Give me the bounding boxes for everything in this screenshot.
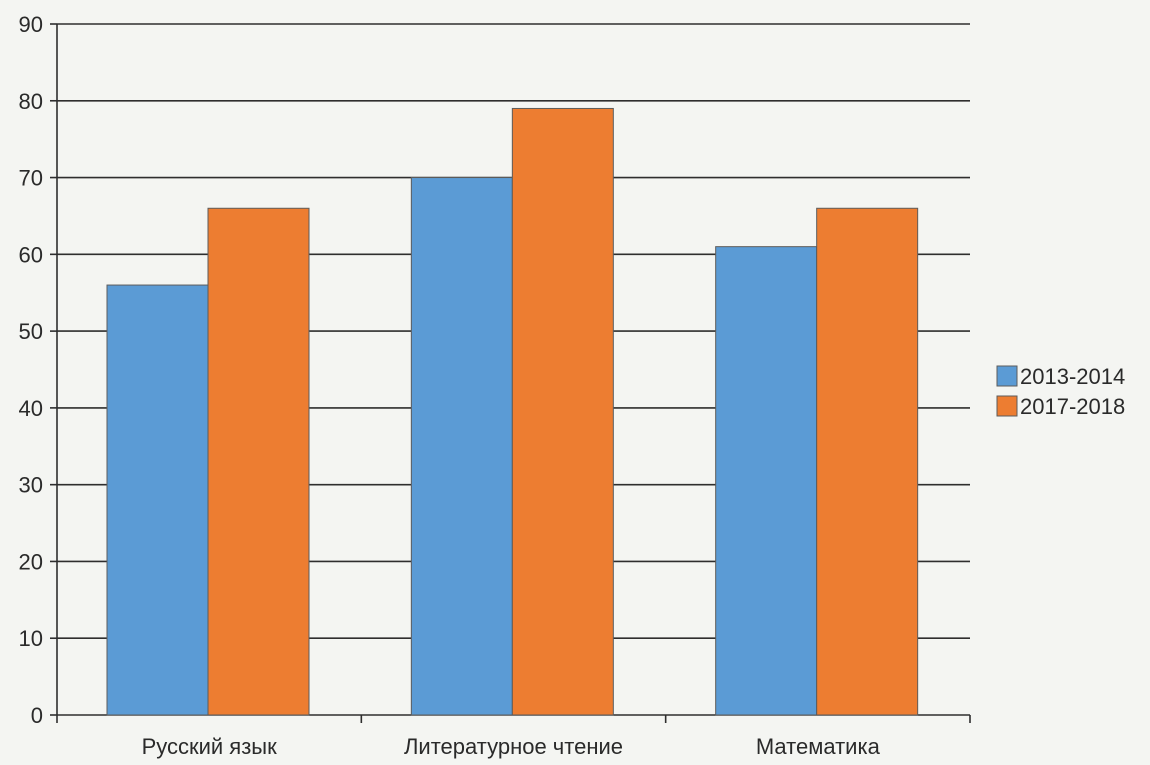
x-category-label: Русский язык <box>142 734 278 759</box>
y-tick-label: 0 <box>31 703 43 728</box>
legend-swatch <box>996 365 1018 387</box>
y-tick-label: 70 <box>19 166 43 191</box>
bar-2013-2014-Математика <box>715 246 818 716</box>
y-tick-label: 40 <box>19 396 43 421</box>
bar-2017-2018-Математика <box>816 207 919 716</box>
bar-2013-2014-Литературное чтение <box>410 177 513 716</box>
legend-swatch <box>996 395 1018 417</box>
legend-label: 2013-2014 <box>1020 364 1125 389</box>
bar-2013-2014-Русский язык <box>106 284 209 716</box>
y-tick-label: 10 <box>19 626 43 651</box>
y-tick-label: 50 <box>19 319 43 344</box>
y-tick-label: 90 <box>19 12 43 37</box>
y-tick-label: 20 <box>19 549 43 574</box>
y-tick-label: 60 <box>19 242 43 267</box>
x-category-label: Литературное чтение <box>404 734 623 759</box>
y-tick-label: 80 <box>19 89 43 114</box>
bar-2017-2018-Русский язык <box>207 207 310 716</box>
bar-2017-2018-Литературное чтение <box>511 107 614 716</box>
legend-label: 2017-2018 <box>1020 394 1125 419</box>
x-category-label: Математика <box>756 734 881 759</box>
y-tick-label: 30 <box>19 473 43 498</box>
